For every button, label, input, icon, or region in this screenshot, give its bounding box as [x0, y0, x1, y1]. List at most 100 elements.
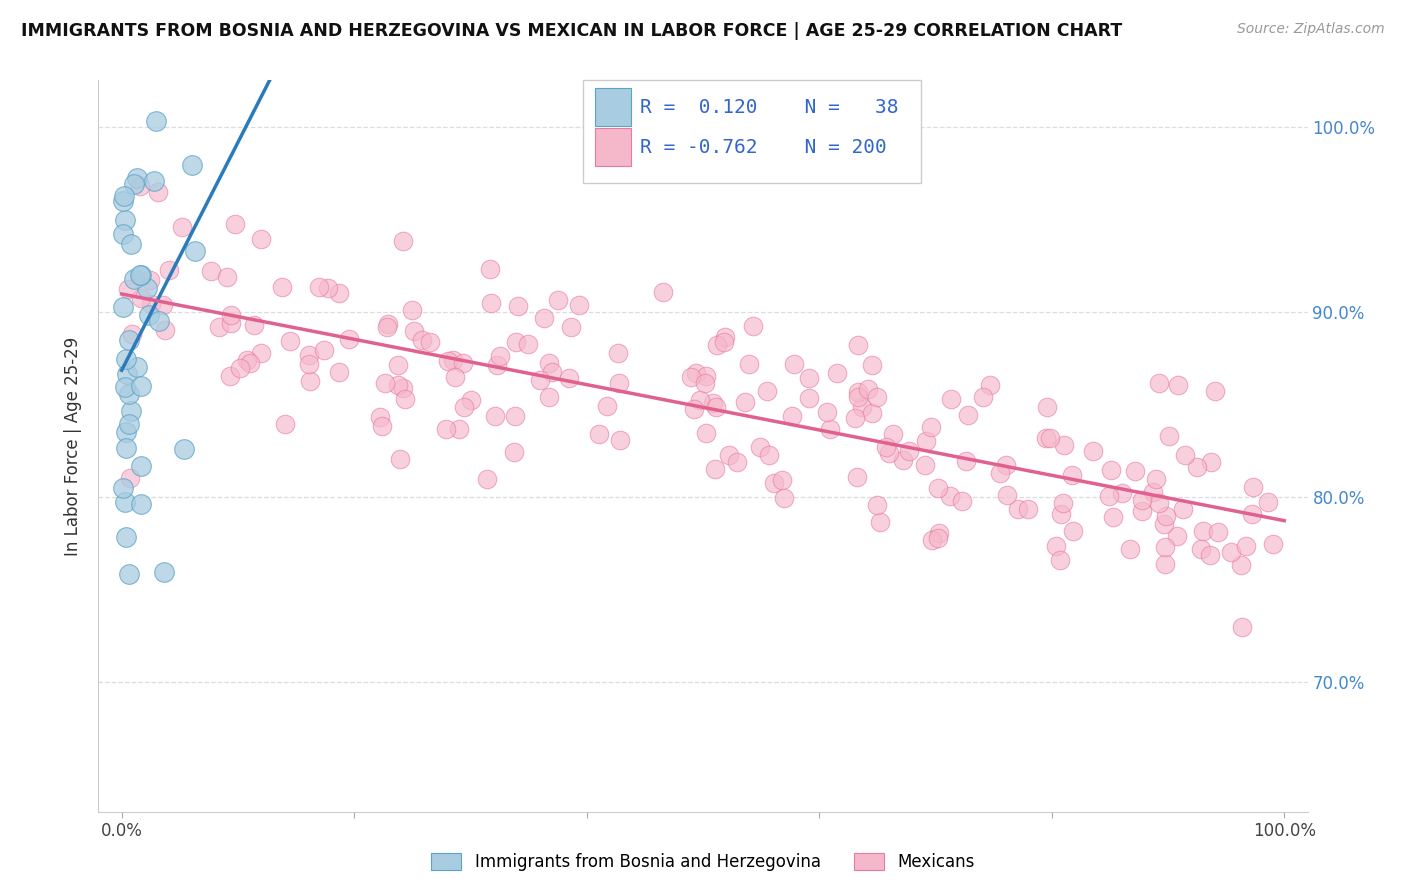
- Point: [127, 170, 149, 185]
- Point: [560, 319, 582, 334]
- Point: [1174, 448, 1197, 462]
- Point: [979, 378, 1001, 392]
- Point: [1130, 503, 1153, 517]
- Point: [298, 347, 321, 361]
- Point: [706, 337, 728, 351]
- Point: [270, 280, 292, 294]
- Point: [1142, 484, 1164, 499]
- Point: [702, 395, 724, 409]
- Point: [118, 417, 141, 431]
- Point: [184, 244, 207, 259]
- Point: [129, 268, 152, 283]
- Point: [121, 404, 143, 418]
- Point: [939, 392, 962, 406]
- Y-axis label: In Labor Force | Age 25-29: In Labor Force | Age 25-29: [65, 336, 83, 556]
- Point: [460, 392, 482, 407]
- Point: [1081, 443, 1104, 458]
- Point: [914, 458, 936, 472]
- Point: [117, 282, 139, 296]
- Point: [860, 358, 883, 372]
- Point: [1052, 438, 1074, 452]
- Point: [486, 358, 509, 372]
- Point: [538, 391, 561, 405]
- Point: [139, 272, 162, 286]
- Point: [1189, 541, 1212, 556]
- Point: [825, 366, 848, 380]
- Point: [1050, 507, 1073, 521]
- Point: [875, 440, 897, 454]
- Point: [141, 297, 163, 311]
- Point: [856, 383, 879, 397]
- Point: [387, 378, 409, 392]
- Point: [401, 302, 423, 317]
- Point: [846, 384, 869, 399]
- Point: [955, 454, 977, 468]
- Point: [1206, 524, 1229, 539]
- Point: [503, 445, 526, 459]
- Point: [609, 434, 631, 448]
- Point: [882, 426, 904, 441]
- Point: [1060, 468, 1083, 483]
- Point: [860, 406, 883, 420]
- Point: [148, 314, 170, 328]
- Point: [122, 272, 145, 286]
- Point: [1153, 557, 1175, 571]
- Point: [1102, 509, 1125, 524]
- Text: R = -0.762    N = 200: R = -0.762 N = 200: [640, 137, 886, 157]
- Point: [298, 357, 321, 371]
- Point: [950, 494, 973, 508]
- Point: [558, 370, 581, 384]
- Point: [111, 300, 134, 314]
- Point: [1049, 553, 1071, 567]
- Point: [328, 285, 350, 300]
- Point: [392, 235, 415, 249]
- Point: [392, 381, 415, 395]
- Point: [1062, 524, 1084, 538]
- Point: [239, 356, 262, 370]
- Point: [443, 370, 465, 384]
- Point: [516, 337, 538, 351]
- Point: [389, 452, 412, 467]
- Point: [898, 444, 921, 458]
- Point: [129, 379, 152, 393]
- Point: [529, 373, 551, 387]
- Point: [869, 516, 891, 530]
- Point: [1123, 464, 1146, 478]
- Point: [748, 440, 770, 454]
- Point: [138, 309, 160, 323]
- Point: [704, 400, 727, 414]
- Point: [1156, 508, 1178, 523]
- Point: [607, 376, 630, 391]
- Point: [915, 434, 938, 448]
- Point: [215, 270, 238, 285]
- Point: [866, 391, 889, 405]
- Point: [250, 232, 273, 246]
- Point: [118, 386, 141, 401]
- Point: [938, 489, 960, 503]
- Point: [131, 268, 153, 283]
- Point: [371, 419, 394, 434]
- Point: [683, 401, 706, 416]
- Point: [1204, 384, 1226, 399]
- Point: [118, 333, 141, 347]
- Point: [308, 280, 330, 294]
- Point: [181, 158, 204, 172]
- Point: [1045, 539, 1067, 553]
- Point: [219, 316, 242, 330]
- Point: [111, 194, 134, 209]
- Point: [200, 264, 222, 278]
- Point: [368, 410, 391, 425]
- Point: [734, 395, 756, 409]
- Point: [846, 391, 869, 405]
- Point: [114, 351, 136, 366]
- Point: [115, 530, 138, 544]
- Point: [441, 352, 464, 367]
- Point: [1153, 516, 1175, 531]
- Point: [1191, 524, 1213, 538]
- Point: [219, 368, 242, 383]
- Point: [1167, 378, 1189, 392]
- Point: [1173, 502, 1195, 516]
- Point: [1153, 540, 1175, 554]
- Point: [928, 526, 950, 541]
- Text: R =  0.120    N =   38: R = 0.120 N = 38: [640, 97, 898, 117]
